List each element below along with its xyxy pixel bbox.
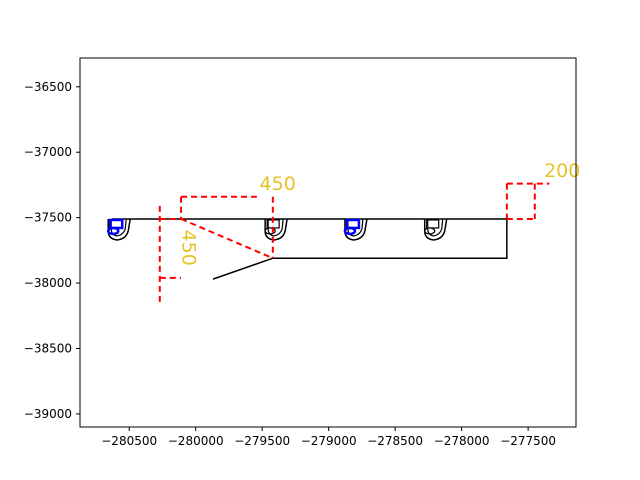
y-tick-label: −39000 [24, 407, 72, 421]
dimension-label: 450 [260, 173, 296, 195]
fixture-highlight-bowl [343, 226, 357, 236]
x-axis: −280500 −280000 −279500 −279000 −278500 −2780… [101, 427, 556, 448]
fixture-outer [423, 218, 448, 241]
y-tick-label: −38000 [24, 276, 72, 290]
x-tick-label: −280500 [101, 434, 157, 448]
y-tick-label: −37000 [24, 145, 72, 159]
drawing-layer [106, 182, 550, 304]
fixture-symbol [343, 218, 368, 241]
x-tick-label: −277500 [500, 434, 556, 448]
fixture-inner [347, 218, 364, 237]
fixture-highlight-bowl [106, 226, 120, 236]
y-tick-label: −36500 [24, 80, 72, 94]
axes-frame [79, 57, 577, 428]
fixture-outer [344, 218, 368, 241]
dimension-label: 200 [544, 160, 580, 182]
fixture-outer [264, 218, 288, 241]
fixture-inner [267, 218, 284, 237]
outline-path [111, 218, 508, 280]
y-tick-label: −37500 [24, 211, 72, 225]
x-tick-label: −278000 [434, 434, 490, 448]
annotation-layer: 450 450 200 [177, 160, 580, 266]
fixture-bowl [424, 227, 436, 235]
y-axis: −36500 −37000 −37500 −38000 −38500 −39000 [24, 80, 80, 421]
fixture-bowl [264, 227, 276, 235]
fixture-symbol [423, 218, 448, 241]
fixture-symbol [106, 218, 131, 241]
x-tick-label: −278500 [367, 434, 423, 448]
x-tick-label: −280000 [168, 434, 224, 448]
dimension-line [180, 218, 274, 260]
fixture-inner [110, 218, 127, 237]
x-tick-label: −279500 [234, 434, 290, 448]
fixture-inner [427, 218, 444, 237]
x-tick-label: −279000 [301, 434, 357, 448]
y-tick-label: −38500 [24, 341, 72, 355]
dimension-label: 450 [177, 230, 199, 266]
fixture-outer [107, 218, 131, 241]
